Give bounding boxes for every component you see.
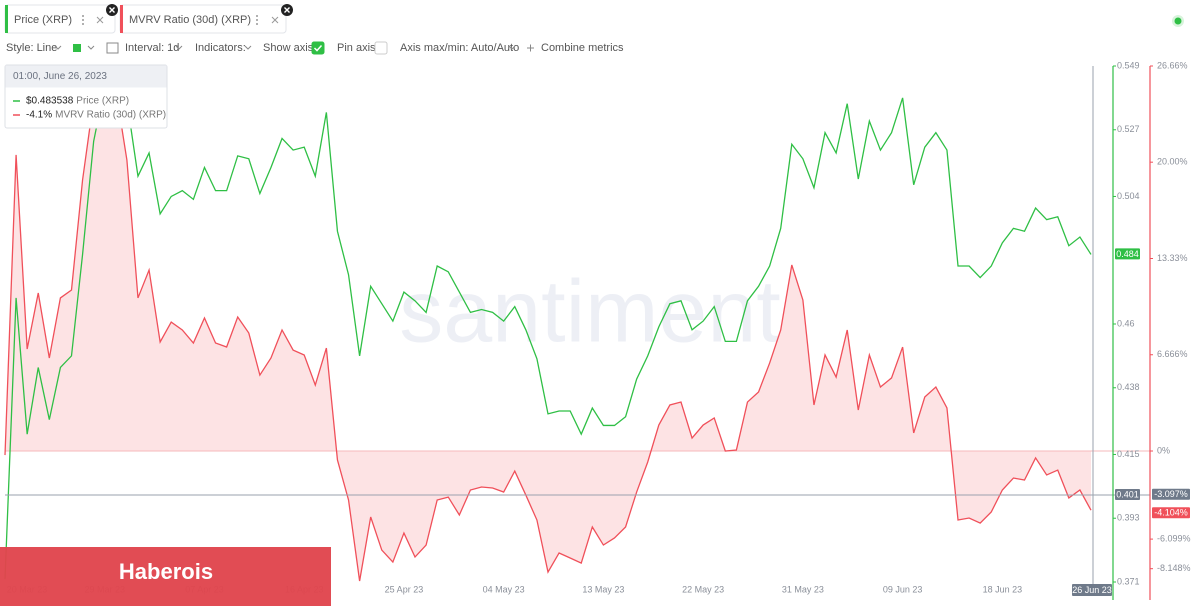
menu-icon[interactable] — [256, 15, 258, 25]
y2-tick-label: 20.00% — [1157, 157, 1188, 167]
tab-accent — [5, 5, 8, 33]
y-tick-label: 0.415 — [1117, 449, 1140, 459]
y2-tick-label: -8.148% — [1157, 563, 1191, 573]
last-value-label-bg — [1115, 248, 1140, 260]
remove-icon[interactable] — [271, 16, 279, 24]
last-value-label-bg — [1152, 507, 1190, 519]
x-tick-label: 04 May 23 — [483, 584, 525, 594]
check-mark — [313, 44, 323, 52]
watermark: santiment — [399, 261, 781, 360]
x-tick-label: 13 May 23 — [582, 584, 624, 594]
remove-icon[interactable] — [96, 16, 104, 24]
tooltip-value: -4.1% — [26, 110, 52, 121]
y-tick-label: 0.504 — [1117, 191, 1140, 201]
show-axis-label[interactable]: Show axis — [263, 42, 314, 54]
x-tick-label: 09 Jun 23 — [883, 584, 923, 594]
chevron — [87, 45, 95, 50]
tab-label[interactable]: MVRV Ratio (30d) (XRP) — [129, 14, 251, 26]
close-x — [109, 7, 115, 13]
color-picker[interactable] — [73, 44, 81, 52]
y-tick-label: 0.527 — [1117, 124, 1140, 134]
axis-minmax-select[interactable]: Axis max/min: Auto/Auto — [400, 42, 519, 54]
tooltip-name: Price (XRP) — [76, 96, 129, 107]
tab-accent — [120, 5, 123, 33]
tooltip-date: 01:00, June 26, 2023 — [13, 71, 107, 82]
crosshair-y2-label: -3.097% — [1154, 489, 1188, 499]
tab-label[interactable]: Price (XRP) — [14, 14, 72, 26]
y-tick-label: 0.393 — [1117, 513, 1140, 523]
x-tick-label: 25 Apr 23 — [385, 584, 424, 594]
indicators-select[interactable]: Indicators: — [195, 42, 246, 54]
crosshair-y2-label-bg — [1152, 488, 1190, 500]
y2-tick-label: 26.66% — [1157, 60, 1188, 70]
banner-text: Haberois — [119, 559, 213, 584]
y-tick-label: 0.46 — [1117, 318, 1135, 328]
close-x — [284, 7, 290, 13]
tooltip-header — [5, 65, 167, 88]
y-tick-label: 0.549 — [1117, 60, 1140, 70]
x-tick-highlight — [1072, 584, 1112, 596]
tooltip-name: MVRV Ratio (30d) (XRP) — [55, 110, 166, 121]
plus-icon — [527, 44, 534, 52]
series-line — [4, 84, 1092, 582]
area — [5, 84, 1091, 581]
chevron — [175, 45, 183, 50]
x-tick-label: 22 May 23 — [682, 584, 724, 594]
banner — [0, 547, 331, 606]
chevron — [244, 45, 252, 50]
y2-tick-label: -6.099% — [1157, 533, 1191, 543]
x-tick-label: 26 Jun 23 — [1072, 585, 1112, 595]
calendar-icon — [106, 42, 119, 54]
combine-metrics[interactable]: Combine metrics — [541, 42, 624, 54]
y-tick-label: 0.371 — [1117, 576, 1140, 586]
crosshair-y-label: 0.401 — [1116, 489, 1139, 499]
last-value-label: -4.104% — [1154, 508, 1188, 518]
pin-axis-checkbox[interactable] — [374, 41, 388, 55]
y2-tick-label: 6.666% — [1157, 349, 1188, 359]
tooltip-value: $0.483538 — [26, 96, 74, 107]
x-tick-label: 31 May 23 — [782, 584, 824, 594]
series-line — [4, 85, 1092, 580]
chevron — [508, 45, 516, 50]
pin-axis-label[interactable]: Pin axis — [337, 42, 376, 54]
interval-select[interactable]: Interval: 1d — [125, 42, 179, 54]
status-dot — [1174, 17, 1182, 25]
menu-icon[interactable] — [82, 15, 84, 25]
show-axis-checkbox[interactable] — [311, 41, 325, 55]
chevron — [54, 45, 62, 50]
y2-tick-label: 13.33% — [1157, 253, 1188, 263]
last-value-label: 0.484 — [1116, 249, 1139, 259]
style-select[interactable]: Style: Line — [6, 42, 57, 54]
y2-tick-label: 0% — [1157, 445, 1170, 455]
y-tick-label: 0.438 — [1117, 382, 1140, 392]
x-tick-label: 18 Jun 23 — [983, 584, 1023, 594]
plot — [4, 66, 1150, 590]
crosshair-y-label-bg — [1115, 489, 1140, 501]
